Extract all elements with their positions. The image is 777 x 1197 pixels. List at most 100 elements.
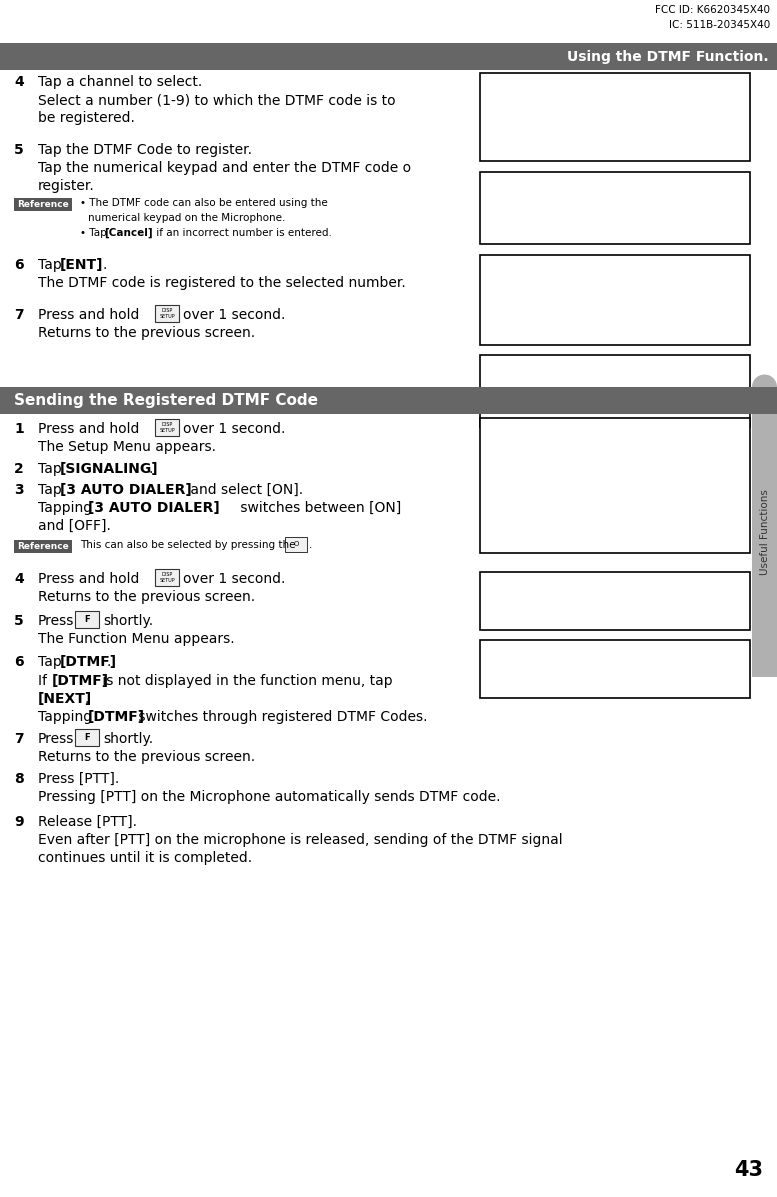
Text: [Cancel]: [Cancel]: [104, 227, 152, 238]
Ellipse shape: [752, 375, 777, 400]
Text: .: .: [309, 540, 312, 549]
Text: F: F: [84, 733, 90, 742]
Text: 6: 6: [14, 259, 23, 272]
Text: 4: 4: [14, 75, 24, 89]
Text: This can also be selected by pressing the: This can also be selected by pressing th…: [80, 540, 295, 549]
Text: Returns to the previous screen.: Returns to the previous screen.: [38, 590, 255, 604]
Text: Reference: Reference: [17, 200, 69, 209]
Bar: [480, 572, 750, 630]
Bar: [75, 729, 99, 746]
Text: F: F: [84, 615, 90, 624]
Text: 4: 4: [14, 572, 24, 587]
Bar: [0, 387, 777, 414]
Text: and select [ON].: and select [ON].: [186, 484, 303, 497]
Bar: [0, 43, 777, 69]
Text: 8: 8: [14, 772, 24, 786]
Text: Tap: Tap: [38, 484, 66, 497]
Text: shortly.: shortly.: [103, 614, 153, 628]
Text: 7: 7: [14, 733, 23, 746]
Bar: [480, 73, 750, 162]
Text: • The DTMF code can also be entered using the: • The DTMF code can also be entered usin…: [80, 198, 328, 208]
Bar: [480, 640, 750, 698]
Text: if an incorrect number is entered.: if an incorrect number is entered.: [153, 227, 332, 238]
Bar: [480, 418, 750, 553]
Text: Useful Functions: Useful Functions: [759, 490, 769, 575]
Text: [DTMF]: [DTMF]: [88, 710, 145, 724]
Bar: [155, 419, 179, 436]
Text: Pressing [PTT] on the Microphone automatically sends DTMF code.: Pressing [PTT] on the Microphone automat…: [38, 790, 500, 804]
Text: [NEXT]: [NEXT]: [38, 692, 92, 706]
Bar: [285, 537, 307, 552]
Bar: [14, 540, 72, 553]
Text: switches between [ON]: switches between [ON]: [236, 502, 401, 515]
Text: continues until it is completed.: continues until it is completed.: [38, 851, 252, 865]
Text: Tap the numerical keypad and enter the DTMF code o: Tap the numerical keypad and enter the D…: [38, 162, 411, 175]
Text: The Setup Menu appears.: The Setup Menu appears.: [38, 440, 216, 454]
Text: Tap the DTMF Code to register.: Tap the DTMF Code to register.: [38, 142, 252, 157]
Text: over 1 second.: over 1 second.: [183, 308, 285, 322]
Bar: [752, 387, 777, 678]
Text: If: If: [38, 674, 51, 688]
Text: [ENT]: [ENT]: [60, 259, 103, 272]
Text: Press and hold: Press and hold: [38, 423, 139, 436]
Text: Reference: Reference: [17, 542, 69, 551]
Text: [SIGNALING]: [SIGNALING]: [60, 462, 159, 476]
Text: Tap a channel to select.: Tap a channel to select.: [38, 75, 202, 89]
Text: [3 AUTO DIALER]: [3 AUTO DIALER]: [88, 502, 220, 515]
Text: Sending the Registered DTMF Code: Sending the Registered DTMF Code: [14, 393, 318, 408]
Text: 1: 1: [14, 423, 24, 436]
Text: Returns to the previous screen.: Returns to the previous screen.: [38, 751, 255, 764]
Text: Tapping: Tapping: [38, 502, 96, 515]
Text: [DTMF]: [DTMF]: [60, 655, 117, 669]
Text: and [OFF].: and [OFF].: [38, 519, 111, 533]
Text: Tap: Tap: [38, 655, 66, 669]
Text: 7: 7: [14, 308, 23, 322]
Text: Select a number (1-9) to which the DTMF code is to: Select a number (1-9) to which the DTMF …: [38, 93, 395, 107]
Text: 2: 2: [14, 462, 24, 476]
Text: Press [PTT].: Press [PTT].: [38, 772, 119, 786]
Text: shortly.: shortly.: [103, 733, 153, 746]
Text: DISP
SETUP: DISP SETUP: [159, 572, 175, 583]
Text: be registered.: be registered.: [38, 111, 135, 124]
Bar: [155, 569, 179, 587]
Text: switches through registered DTMF Codes.: switches through registered DTMF Codes.: [134, 710, 427, 724]
Text: Tapping: Tapping: [38, 710, 96, 724]
Text: DISP
SETUP: DISP SETUP: [159, 309, 175, 318]
Text: 6: 6: [14, 655, 23, 669]
Text: Press and hold: Press and hold: [38, 572, 139, 587]
Text: .: .: [103, 259, 107, 272]
Text: numerical keypad on the Microphone.: numerical keypad on the Microphone.: [88, 213, 285, 223]
Text: 9: 9: [14, 815, 23, 830]
Text: Tap: Tap: [38, 259, 66, 272]
Text: 5: 5: [14, 142, 24, 157]
Text: Press: Press: [38, 733, 75, 746]
Text: Press and hold: Press and hold: [38, 308, 139, 322]
Text: DISP
SETUP: DISP SETUP: [159, 423, 175, 432]
Bar: [14, 198, 72, 211]
Text: Using the DTMF Function.: Using the DTMF Function.: [567, 49, 769, 63]
Text: Press: Press: [38, 614, 75, 628]
Text: 3: 3: [14, 484, 23, 497]
Text: O: O: [293, 541, 298, 547]
Text: IC: 511B-20345X40: IC: 511B-20345X40: [669, 20, 770, 30]
Text: [3 AUTO DIALER]: [3 AUTO DIALER]: [60, 484, 192, 497]
Text: .: .: [106, 655, 110, 669]
Text: The DTMF code is registered to the selected number.: The DTMF code is registered to the selec…: [38, 277, 406, 290]
Text: .: .: [84, 692, 89, 706]
Text: over 1 second.: over 1 second.: [183, 423, 285, 436]
Bar: [480, 255, 750, 345]
Text: 5: 5: [14, 614, 24, 628]
Text: FCC ID: K6620345X40: FCC ID: K6620345X40: [655, 5, 770, 16]
Bar: [155, 305, 179, 322]
Bar: [480, 172, 750, 244]
Text: over 1 second.: over 1 second.: [183, 572, 285, 587]
Text: .: .: [149, 462, 153, 476]
Text: register.: register.: [38, 180, 95, 193]
Bar: [480, 356, 750, 427]
Text: Tap: Tap: [38, 462, 66, 476]
Text: Returns to the previous screen.: Returns to the previous screen.: [38, 326, 255, 340]
Bar: [75, 610, 99, 628]
Text: [DTMF]: [DTMF]: [52, 674, 109, 688]
Text: 43: 43: [734, 1160, 763, 1180]
Text: Release [PTT].: Release [PTT].: [38, 815, 137, 830]
